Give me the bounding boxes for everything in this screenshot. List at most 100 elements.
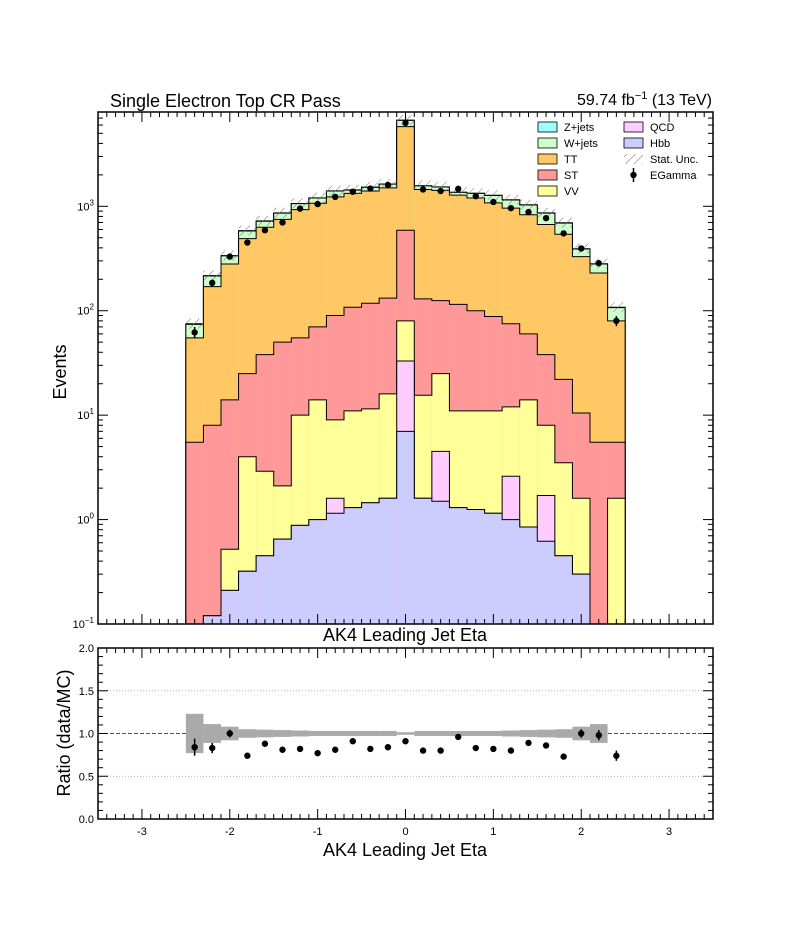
data-point [613,317,620,325]
unc-band-bin [361,730,380,737]
unc-band-bin [185,713,204,754]
bar-hbb [537,541,555,624]
legend-swatch [537,169,558,181]
data-point [226,253,233,260]
legend-label: Z+jets [564,122,595,134]
bar-hbb [308,519,327,624]
legend-swatch [537,121,558,133]
data-point [560,230,567,237]
ratio-y-tick-label: 1.5 [79,686,94,698]
ratio-y-tick-label: 0.0 [79,814,94,826]
data-points [191,119,620,339]
bar-st [203,425,221,624]
ratio-point [314,749,321,757]
ratio-point [296,745,304,753]
unc-band-bin [273,730,292,737]
ratio-x-tick-label: -2 [225,826,235,838]
ratio-point [507,747,515,754]
ratio-point [472,744,479,752]
unc-hatch-bin [238,225,257,236]
ratio-x-tick-label: -1 [313,826,323,838]
unc-band-bin [467,730,485,737]
ratio-point [191,743,198,751]
layer-outline [185,229,626,624]
unc-band-bin [484,730,503,737]
data-point [314,200,321,208]
legend-entry: Z+jets [537,121,595,134]
ratio-y-tick-label: 1.0 [79,729,94,741]
legend-label: VV [564,186,579,198]
data-point [349,188,356,195]
ratio-frame [97,647,714,820]
data-point [419,186,427,193]
unc-band-bin [291,730,309,737]
unc-hatch-bin [308,192,327,203]
main-frame [97,111,714,625]
layer-outline [185,430,626,625]
ratio-point [349,737,356,745]
legend-swatch [623,137,644,149]
bar-hbb [291,525,309,624]
legend-entry: Stat. Unc. [624,154,698,166]
data-point [332,193,339,201]
ratio-point [332,746,339,753]
ratio-y-tick-label: 2.0 [79,643,94,655]
ratio-point [578,730,585,737]
ratio-y-tick-label: 0.5 [79,771,94,783]
luminosity-label: 59.74 fb−1 (13 TeV) [577,90,712,109]
ratio-point [613,752,620,759]
unc-band-bin [519,730,538,737]
unc-hatch-bin [414,180,432,191]
unc-hatch-bin [607,302,626,313]
legend-swatch [537,185,558,197]
unc-hatch-bin [431,181,450,192]
ratio-x-tick-label: -3 [137,826,147,838]
legend-entry: TT [537,153,578,166]
unc-band-bin [203,724,221,743]
data-point [367,185,374,192]
ratio-axes: 0.0 0.5 1.0 1.5 2.0 -3 -2 -1 0 1 2 3 [79,643,714,838]
layer-outline [185,320,626,625]
unc-band-bin [396,732,415,735]
bar-hbb [273,539,292,624]
bar-hbb [554,555,573,624]
bar-st [185,442,204,624]
bar-hbb [344,507,362,624]
ratio-point [560,753,567,760]
data-point [507,204,515,212]
data-point [472,192,479,200]
unc-band-bin [379,730,397,737]
unc-hatch-bin [291,198,309,209]
unc-band-bin [537,729,555,738]
ratio-point [455,733,462,741]
lumi-exponent: −1 [635,90,648,102]
y-tick-label: 100 [77,512,94,527]
lumi-energy: (13 TeV) [647,92,712,109]
data-point [402,119,409,127]
legend-label: QCD [650,122,675,134]
unc-band-bin [256,729,274,738]
unc-band-bin [308,730,327,737]
unc-band-bin [344,730,362,737]
bar-hbb [326,513,344,624]
legend-entry: VV [537,185,579,198]
data-point [525,208,532,216]
unc-hatch-bin [326,185,344,196]
ratio-point [437,747,444,754]
unc-band-bin [414,730,432,737]
legend-label: TT [564,154,578,166]
main-x-axis-label: AK4 Leading Jet Eta [323,625,488,645]
ratio-point [402,737,409,745]
ratio-point [490,745,497,753]
legend-marker [630,171,637,179]
main-axes: 10−1 100 101 102 103 [73,111,714,631]
data-point [595,260,602,267]
bar-hbb [238,571,257,624]
unc-band-bin [449,730,467,737]
unc-hatch-bin [537,207,555,218]
main-y-axis-label: Events [50,344,70,399]
legend-entry: QCD [623,121,675,134]
data-point [296,205,304,212]
ratio-y-axis-label: Ratio (data/MC) [54,669,74,796]
